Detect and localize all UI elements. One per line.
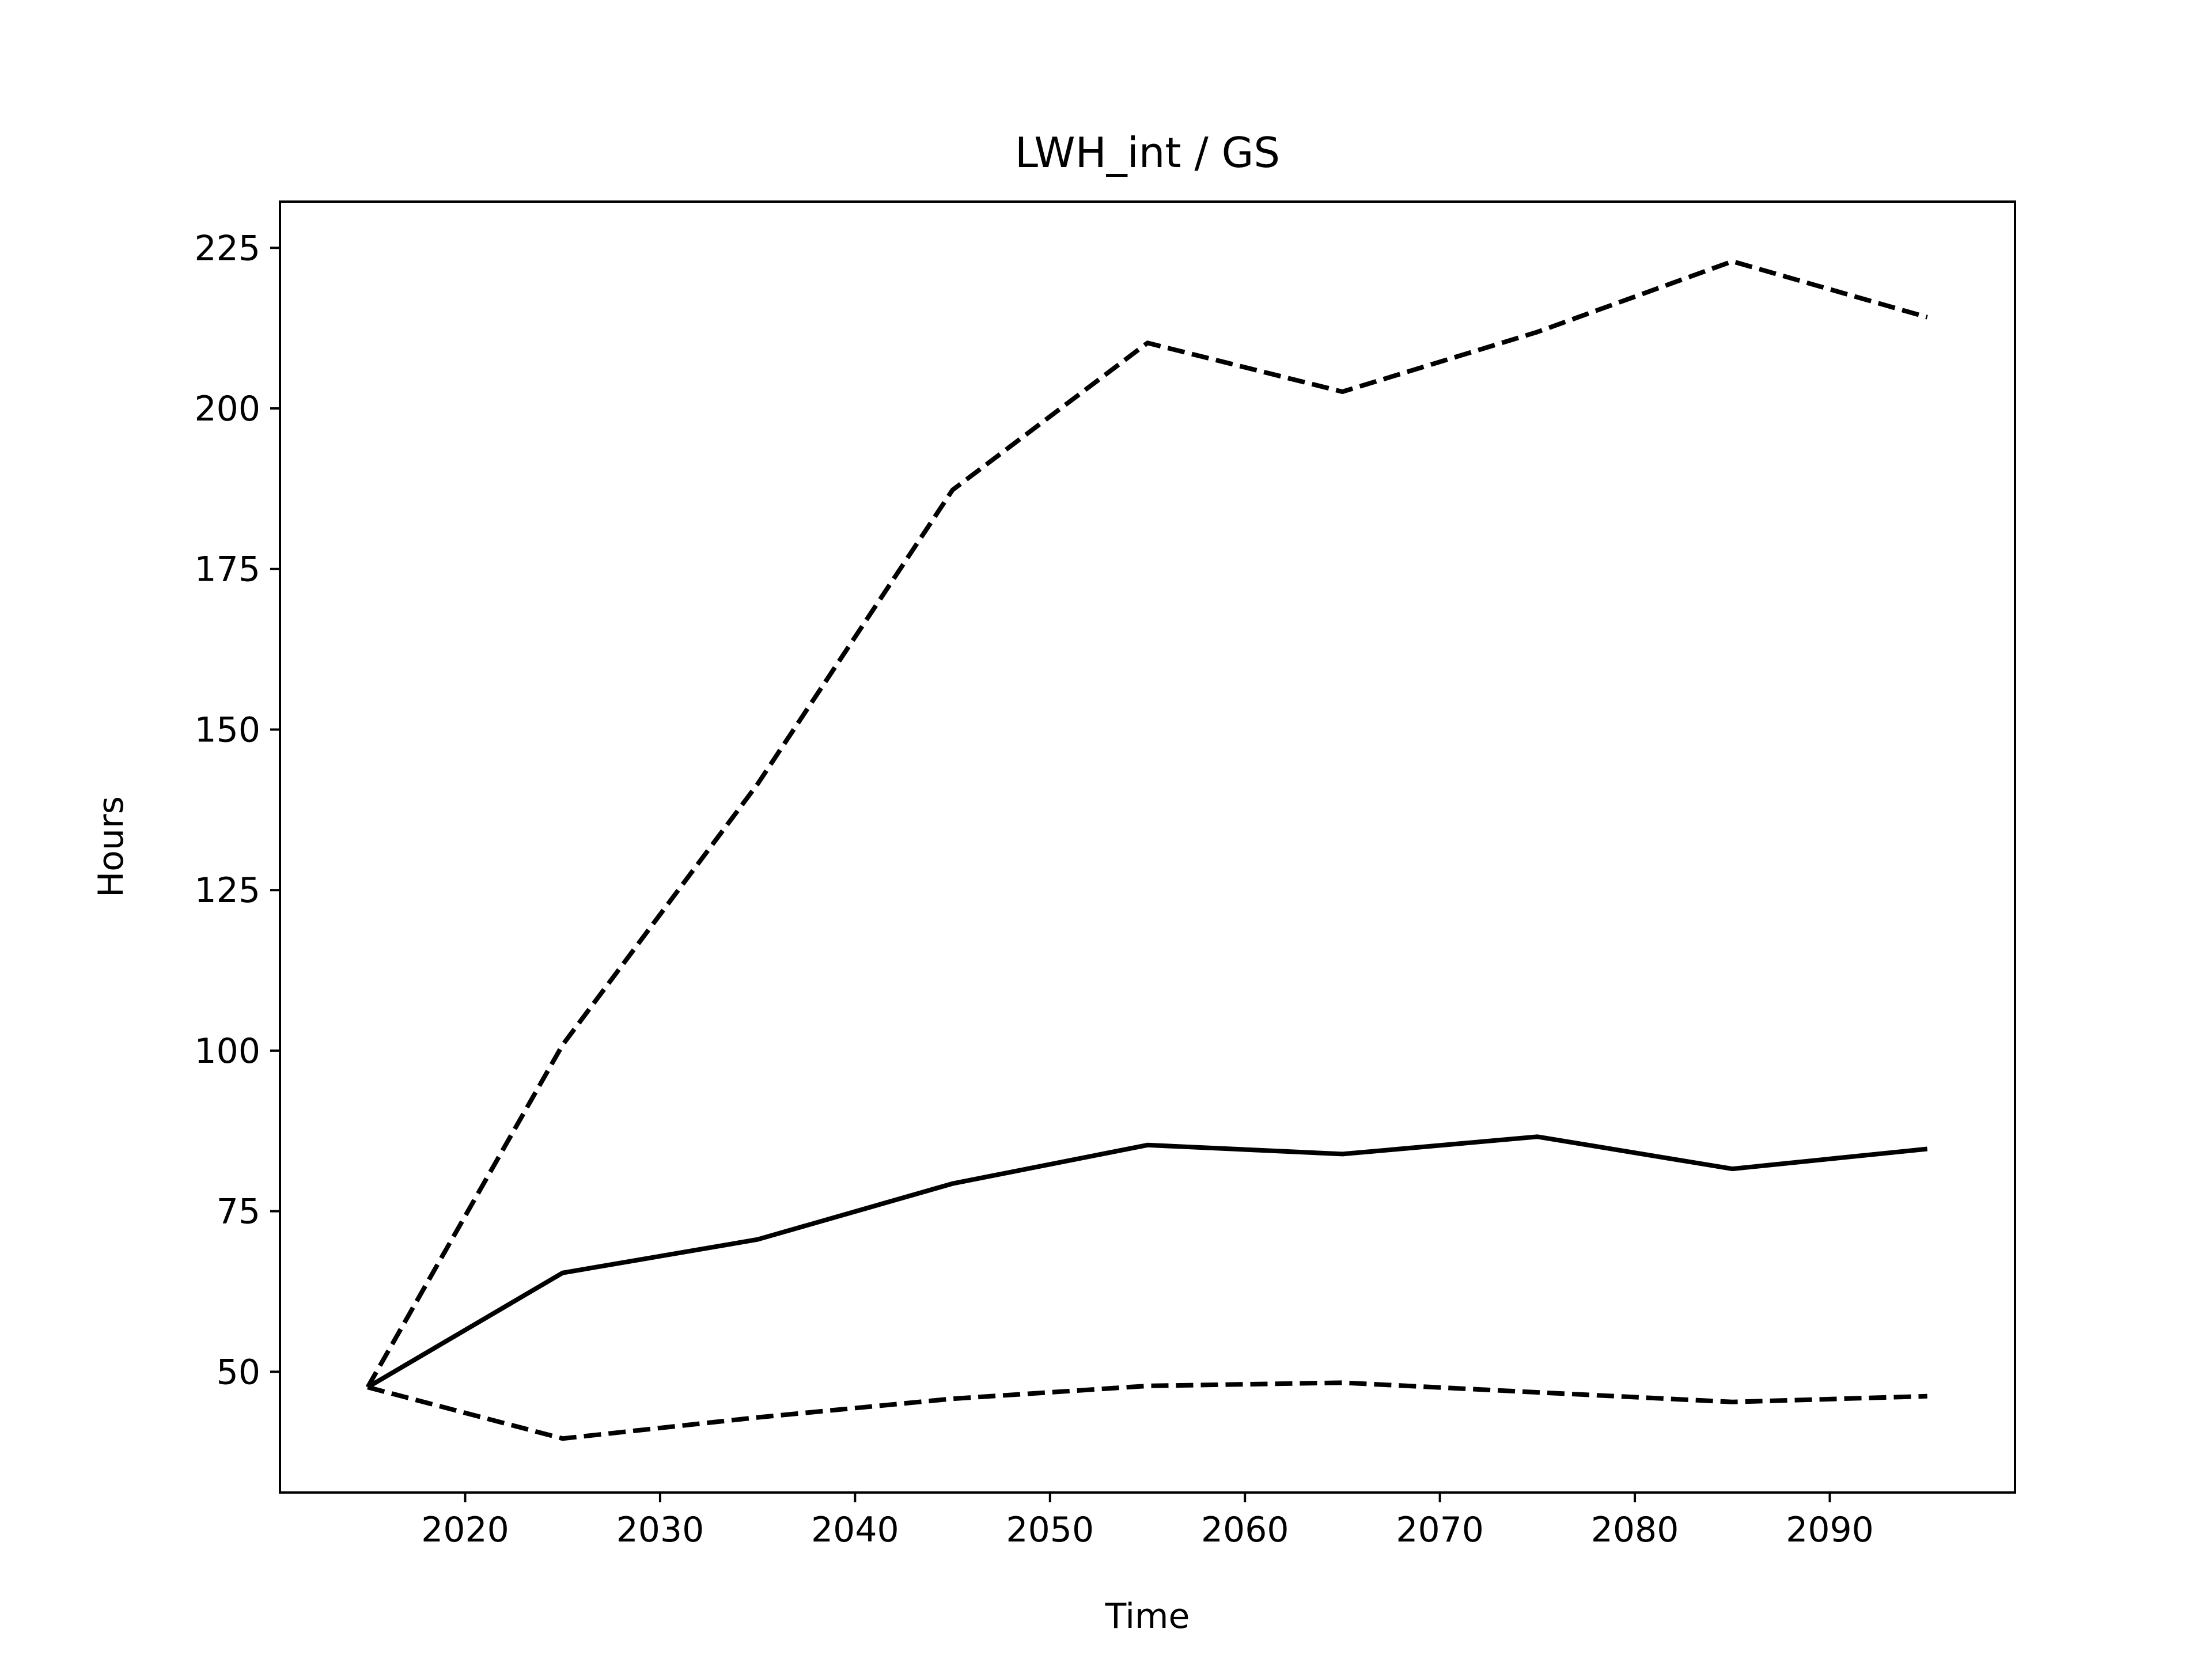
x-tick-label: 2040 [811,1510,899,1550]
x-tick-label: 2030 [616,1510,704,1550]
x-tick-label: 2090 [1786,1510,1874,1550]
x-axis: 2020 2030 2040 2050 2060 2070 2080 2090 [421,1493,1874,1550]
y-tick-label: 100 [194,1031,260,1071]
x-tick-label: 2020 [421,1510,509,1550]
x-tick-label: 2050 [1006,1510,1094,1550]
x-tick-label: 2080 [1591,1510,1679,1550]
series-line-median [366,1134,1928,1389]
y-tick-label: 75 [217,1192,260,1232]
y-tick-label: 200 [194,389,260,429]
y-tick-label: 225 [194,228,260,268]
chart-title: LWH_int / GS [1015,128,1280,177]
y-tick-label: 150 [194,710,260,750]
x-tick-label: 2060 [1201,1510,1289,1550]
plot-frame [279,200,2016,1494]
series-layer [365,259,1928,1441]
y-axis-label: Hours [91,796,131,897]
y-tick-label: 125 [194,870,260,911]
x-tick-label: 2070 [1396,1510,1484,1550]
x-axis-label: Time [1105,1596,1190,1637]
y-tick-label: 50 [217,1352,260,1392]
series-line-upper-bound [365,259,1928,1389]
y-axis: 50 75 100 125 150 175 200 225 [194,228,280,1392]
y-tick-label: 175 [194,550,260,590]
